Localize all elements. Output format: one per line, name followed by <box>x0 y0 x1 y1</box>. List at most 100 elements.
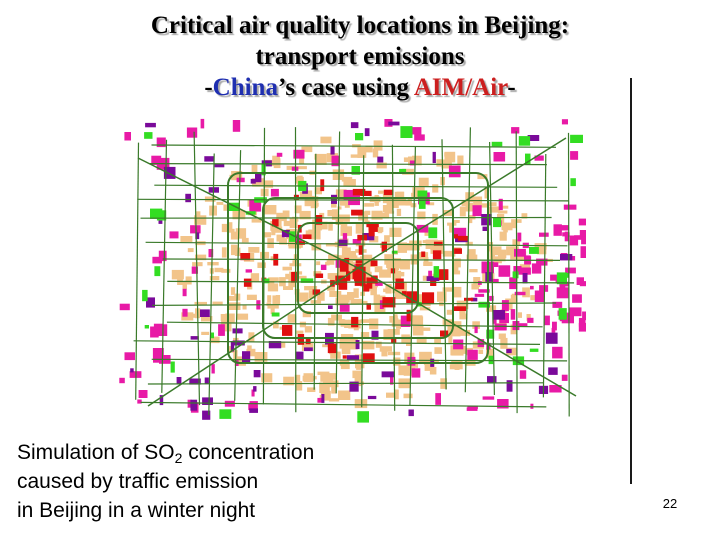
purple-patch <box>242 351 251 363</box>
magenta-patch <box>569 235 579 246</box>
green-patch <box>245 211 256 215</box>
green-patch <box>486 329 495 339</box>
magenta-patch <box>579 281 586 287</box>
urban-block <box>234 356 246 366</box>
purple-patch <box>338 239 348 246</box>
urban-block <box>307 387 316 392</box>
urban-block <box>376 162 387 169</box>
magenta-patch <box>211 364 215 374</box>
purple-patch <box>253 386 257 392</box>
magenta-patch <box>208 249 214 258</box>
purple-patch <box>506 348 512 354</box>
purple-patch <box>255 172 262 183</box>
urban-block <box>486 305 497 312</box>
road <box>391 144 396 411</box>
green-patch <box>428 227 438 239</box>
urban-block <box>341 176 353 182</box>
title-line-2: transport emissions <box>255 43 465 70</box>
purple-patch <box>190 336 199 340</box>
magenta-patch <box>409 160 416 166</box>
urban-block <box>442 319 454 326</box>
urban-block <box>383 329 394 340</box>
magenta-patch <box>218 324 225 336</box>
red-patch <box>351 209 364 216</box>
urban-block <box>296 381 303 391</box>
road <box>441 139 447 390</box>
urban-block <box>317 221 328 230</box>
purple-patch <box>202 410 211 420</box>
urban-block <box>456 300 469 310</box>
urban-block <box>209 336 220 344</box>
urban-block <box>411 192 417 197</box>
urban-block <box>394 292 408 299</box>
magenta-patch <box>182 288 187 297</box>
magenta-patch <box>154 324 168 336</box>
magenta-patch <box>552 321 557 331</box>
urban-block <box>296 330 304 334</box>
magenta-patch <box>519 370 527 379</box>
urban-block <box>364 203 375 207</box>
purple-patch <box>158 219 163 224</box>
urban-block <box>337 266 343 277</box>
magenta-patch <box>411 368 421 378</box>
urban-block <box>304 190 313 197</box>
magenta-patch <box>574 235 586 240</box>
purple-patch <box>328 305 333 309</box>
urban-block <box>422 327 431 331</box>
magenta-patch <box>517 232 522 242</box>
green-patch <box>400 126 413 138</box>
urban-block <box>343 179 356 187</box>
purple-patch <box>159 395 164 406</box>
urban-block <box>283 286 293 290</box>
magenta-patch <box>570 151 579 160</box>
urban-block <box>444 151 456 163</box>
red-patch <box>457 235 468 241</box>
magenta-patch <box>352 239 361 245</box>
magenta-patch <box>536 258 548 266</box>
urban-block <box>227 346 234 353</box>
urban-block <box>393 314 398 323</box>
magenta-patch <box>539 232 549 237</box>
urban-block <box>241 237 249 243</box>
magenta-patch <box>553 224 562 236</box>
urban-block <box>498 333 506 339</box>
road <box>464 127 471 393</box>
urban-block <box>340 363 350 370</box>
magenta-patch <box>478 289 490 293</box>
urban-block <box>403 157 410 162</box>
urban-block <box>182 280 187 290</box>
purple-patch <box>200 309 210 317</box>
arterial-road <box>137 157 359 269</box>
green-patch <box>271 312 280 317</box>
road <box>234 150 242 401</box>
urban-block <box>231 244 238 256</box>
purple-patch <box>214 163 225 168</box>
purple-patch <box>130 368 134 373</box>
red-patch <box>346 271 351 281</box>
urban-block <box>461 200 469 207</box>
green-patch <box>418 199 426 209</box>
road <box>151 144 557 148</box>
green-patch <box>518 136 531 146</box>
urban-block <box>468 215 473 224</box>
divider-line <box>630 78 632 484</box>
magenta-patch <box>151 155 162 165</box>
urban-block <box>491 246 502 256</box>
road <box>161 139 168 393</box>
magenta-patch <box>579 230 586 237</box>
urban-block <box>373 140 383 151</box>
urban-block <box>442 250 456 257</box>
urban-block <box>375 341 382 348</box>
purple-patch <box>355 340 360 350</box>
purple-patch <box>350 122 359 129</box>
magenta-patch <box>448 165 461 178</box>
red-patch <box>330 280 335 287</box>
urban-block <box>417 211 426 220</box>
urban-block <box>324 373 337 380</box>
magenta-patch <box>518 267 531 275</box>
red-patch <box>382 297 396 308</box>
purple-patch <box>493 310 505 320</box>
urban-block <box>296 275 307 279</box>
purple-patch <box>232 328 243 334</box>
green-patch <box>529 348 539 352</box>
